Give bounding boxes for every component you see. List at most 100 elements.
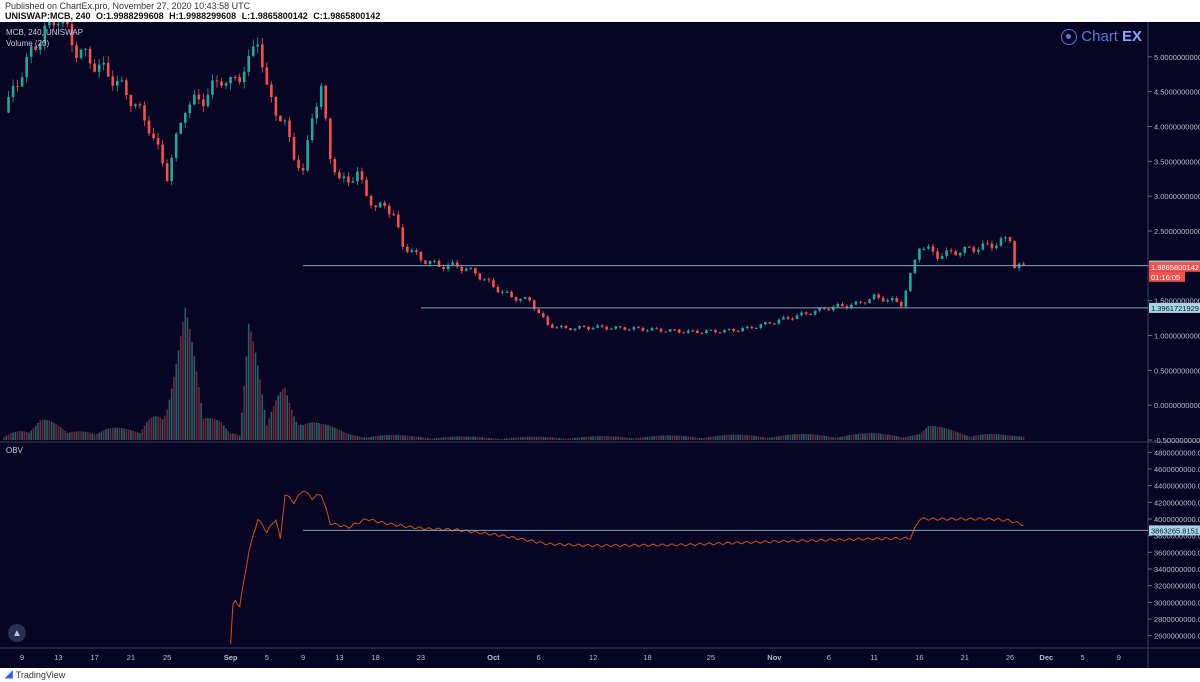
volume-bar: [567, 438, 570, 440]
chart-settings-icon[interactable]: ▲: [8, 624, 26, 642]
volume-bar: [771, 437, 773, 440]
volume-bar: [975, 435, 977, 440]
volume-bar: [463, 436, 465, 440]
volume-bar: [363, 437, 366, 440]
candle-body: [954, 251, 957, 256]
volume-bar: [732, 434, 735, 440]
candle-body: [696, 330, 699, 334]
obv-axis-label: 3800000000.0000: [1154, 532, 1200, 541]
volume-bar: [488, 437, 490, 440]
ohlc-readout: UNISWAP:MCB, 240 O:1.9988299608 H:1.9988…: [5, 11, 383, 21]
volume-bar: [637, 437, 640, 440]
candle-body: [215, 80, 219, 82]
candle-body: [909, 273, 912, 291]
volume-bar: [728, 434, 730, 440]
time-axis-label: Oct: [487, 653, 500, 662]
volume-bar: [916, 434, 918, 440]
candle-body: [532, 300, 536, 310]
volume-bar: [1022, 436, 1025, 440]
volume-bar: [66, 432, 69, 440]
volume-bar: [77, 431, 80, 440]
candle-body: [297, 159, 300, 169]
candle-body: [736, 331, 740, 333]
volume-bar: [492, 438, 495, 440]
candle-body: [1013, 241, 1016, 269]
volume-bar: [415, 436, 418, 440]
candle-body: [637, 327, 640, 329]
volume-bar: [660, 435, 662, 440]
volume-bar: [241, 412, 243, 440]
volume-bar: [440, 437, 443, 440]
candle-body: [292, 137, 296, 160]
candle-body: [474, 267, 477, 274]
candle-body: [324, 85, 328, 119]
candle-body: [541, 313, 545, 317]
volume-bar: [950, 429, 952, 440]
volume-bar: [91, 433, 94, 440]
chart-area[interactable]: -0.5000000000 0.0000000000 0.5000000000 1.0…: [0, 22, 1200, 668]
obv-axis-label: 4400000000.0000: [1154, 482, 1200, 491]
candle-body: [206, 94, 210, 107]
volume-bar: [322, 424, 325, 440]
candle-body: [967, 246, 971, 248]
volume-bar: [157, 416, 159, 440]
volume-bar: [705, 437, 708, 440]
volume-bar: [182, 321, 184, 440]
candle-body: [759, 324, 763, 328]
volume-bar: [805, 433, 807, 440]
volume-bar: [252, 341, 255, 440]
countdown-label: 01:16:05: [1151, 273, 1180, 282]
volume-bar: [540, 436, 542, 440]
candle-body: [981, 243, 985, 250]
candle-body: [369, 196, 373, 206]
volume-bar: [909, 435, 912, 440]
candle-body: [591, 327, 595, 330]
volume-bar: [16, 431, 19, 440]
candle-body: [795, 315, 799, 320]
volume-bar: [531, 436, 533, 440]
volume-bar: [204, 418, 207, 440]
candle-body: [211, 80, 214, 95]
candle-body: [718, 332, 722, 334]
candle-body: [197, 94, 201, 100]
chart-svg[interactable]: -0.5000000000 0.0000000000 0.5000000000 1.0…: [0, 22, 1200, 668]
candle-body: [723, 329, 726, 333]
volume-bar: [560, 438, 563, 440]
volume-bar: [1006, 435, 1009, 440]
volume-bar: [959, 433, 961, 440]
volume-bar: [347, 434, 350, 440]
volume-bar: [875, 433, 878, 440]
candle-body: [406, 246, 409, 252]
time-axis-label: 13: [335, 653, 343, 662]
price-axis-label: -0.5000000000: [1154, 436, 1200, 445]
volume-bar: [143, 425, 146, 440]
tradingview-brand[interactable]: ◢ TradingView: [5, 669, 65, 680]
price-level-label: 1.3961721929: [1151, 304, 1199, 313]
volume-bar: [388, 434, 390, 440]
candle-body: [415, 250, 418, 253]
candle-body: [546, 316, 550, 325]
volume-bar: [111, 427, 114, 440]
volume-bar: [417, 436, 420, 440]
candle-body: [741, 328, 744, 332]
volume-bar: [64, 430, 66, 440]
volume-bar: [535, 436, 538, 440]
candle-body: [904, 290, 908, 307]
volume-bar: [302, 425, 304, 440]
candle-body: [605, 326, 609, 330]
volume-bar: [837, 437, 839, 440]
volume-bar: [506, 438, 508, 440]
volume-bar: [266, 425, 268, 440]
volume-bar: [261, 394, 264, 440]
candle-body: [519, 299, 522, 301]
candle-body: [709, 329, 713, 331]
obv-axis-label: 3600000000.0000: [1154, 548, 1200, 557]
candle-body: [424, 260, 427, 264]
candle-body: [804, 312, 808, 314]
volume-bar: [222, 425, 225, 440]
candle-body: [156, 138, 160, 145]
obv-axis-label: 3000000000.0000: [1154, 598, 1200, 607]
volume-bar: [179, 336, 182, 440]
volume-bar: [528, 436, 531, 440]
volume-bar: [270, 411, 273, 440]
